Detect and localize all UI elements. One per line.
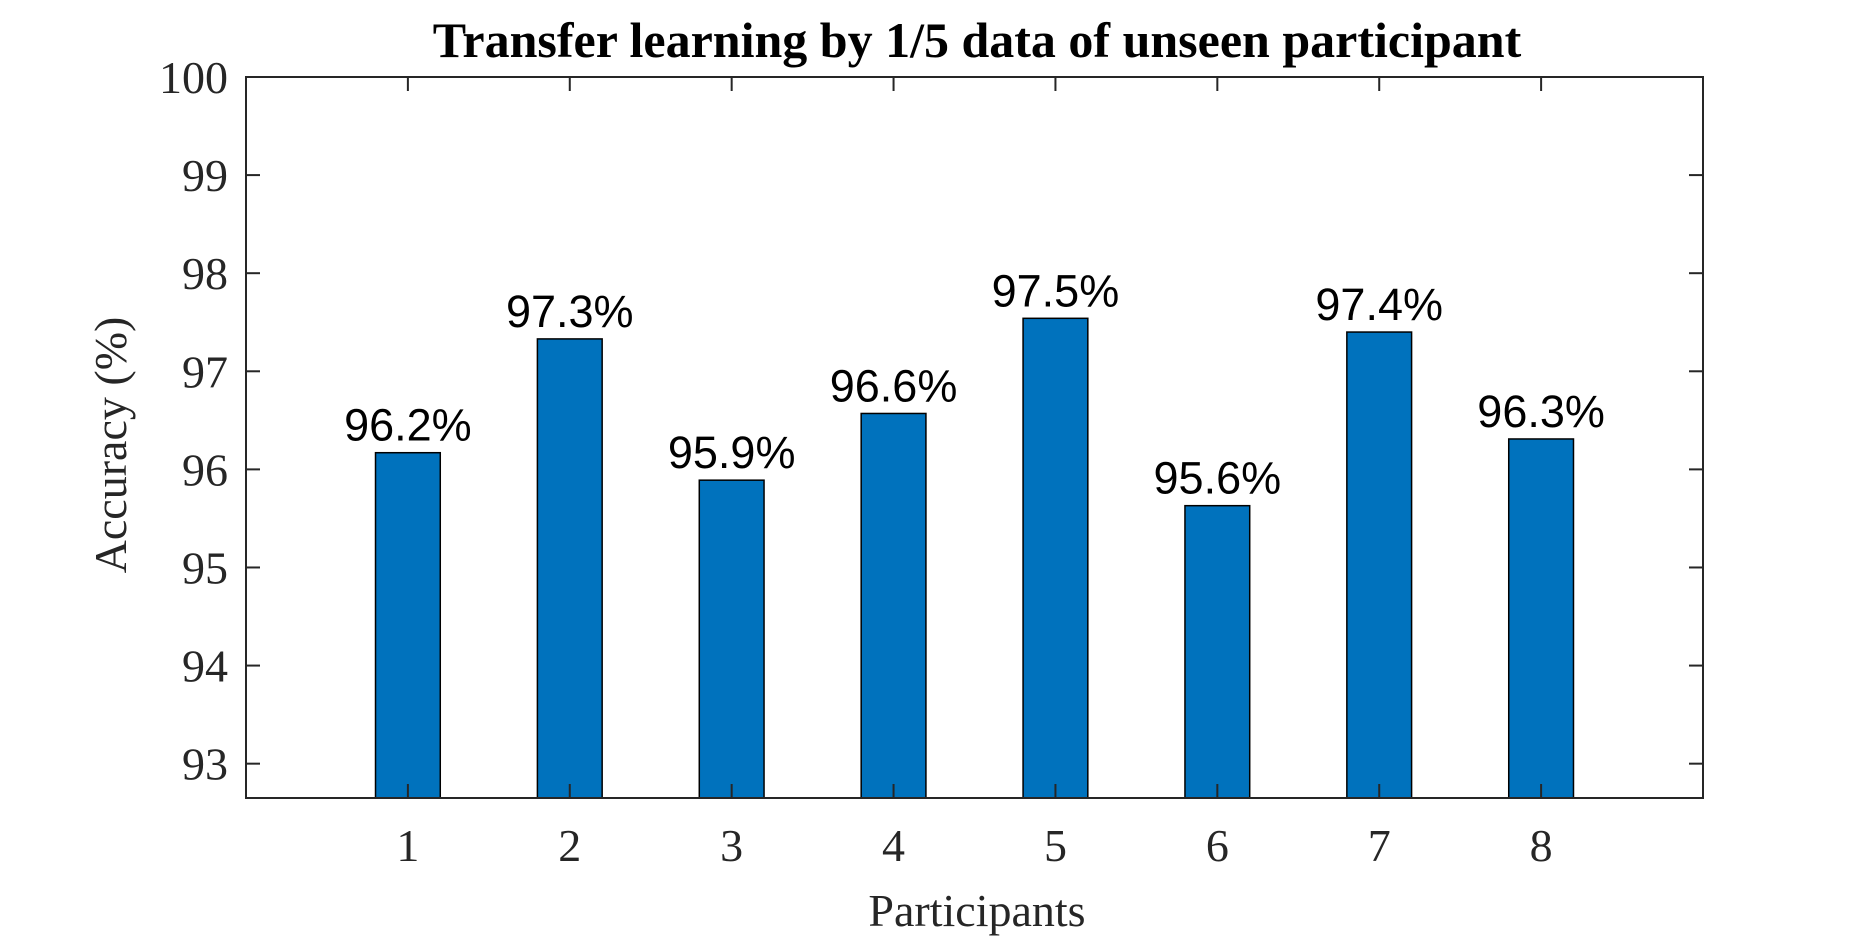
x-tick-label: 1 (396, 820, 419, 871)
x-tick-label: 4 (882, 820, 905, 871)
y-axis-label: Accuracy (%) (85, 317, 136, 574)
bar (860, 412, 927, 799)
x-tick-label: 8 (1530, 820, 1553, 871)
bar (1184, 504, 1251, 799)
bar (698, 479, 765, 799)
data-label: 95.9% (668, 427, 796, 478)
bar (374, 451, 442, 799)
chart-title: Transfer learning by 1/5 data of unseen … (433, 12, 1522, 68)
bar (536, 338, 603, 799)
data-label: 97.5% (992, 265, 1120, 316)
y-tick-label: 94 (182, 641, 228, 692)
x-axis-label: Participants (868, 885, 1085, 936)
y-tick-label: 99 (182, 150, 228, 201)
y-tick-label: 97 (182, 346, 228, 397)
x-tick-label: 6 (1206, 820, 1229, 871)
bar (1346, 331, 1413, 799)
plot-area: 96.2% 97.3% 95.9% 96.6% 97.5% 95.6% 97.4% 96.3%… (159, 52, 1704, 871)
bar (1022, 317, 1089, 799)
data-label: 95.6% (1154, 453, 1282, 504)
data-label: 96.6% (830, 360, 958, 411)
data-label: 97.3% (506, 286, 634, 337)
x-tick-label: 7 (1368, 820, 1391, 871)
bar (1507, 438, 1575, 799)
y-tick-label: 95 (182, 542, 228, 593)
x-tick-label: 3 (720, 820, 743, 871)
x-tick-label: 5 (1044, 820, 1067, 871)
data-label: 96.3% (1477, 386, 1605, 437)
axes-box (245, 76, 1704, 799)
y-tick-label: 93 (182, 739, 228, 790)
y-tick-label: 98 (182, 248, 228, 299)
y-tick-label: 100 (159, 52, 228, 103)
data-label: 96.2% (344, 400, 472, 451)
x-tick-label: 2 (558, 820, 581, 871)
y-tick-label: 96 (182, 444, 228, 495)
data-label: 97.4% (1315, 279, 1443, 330)
